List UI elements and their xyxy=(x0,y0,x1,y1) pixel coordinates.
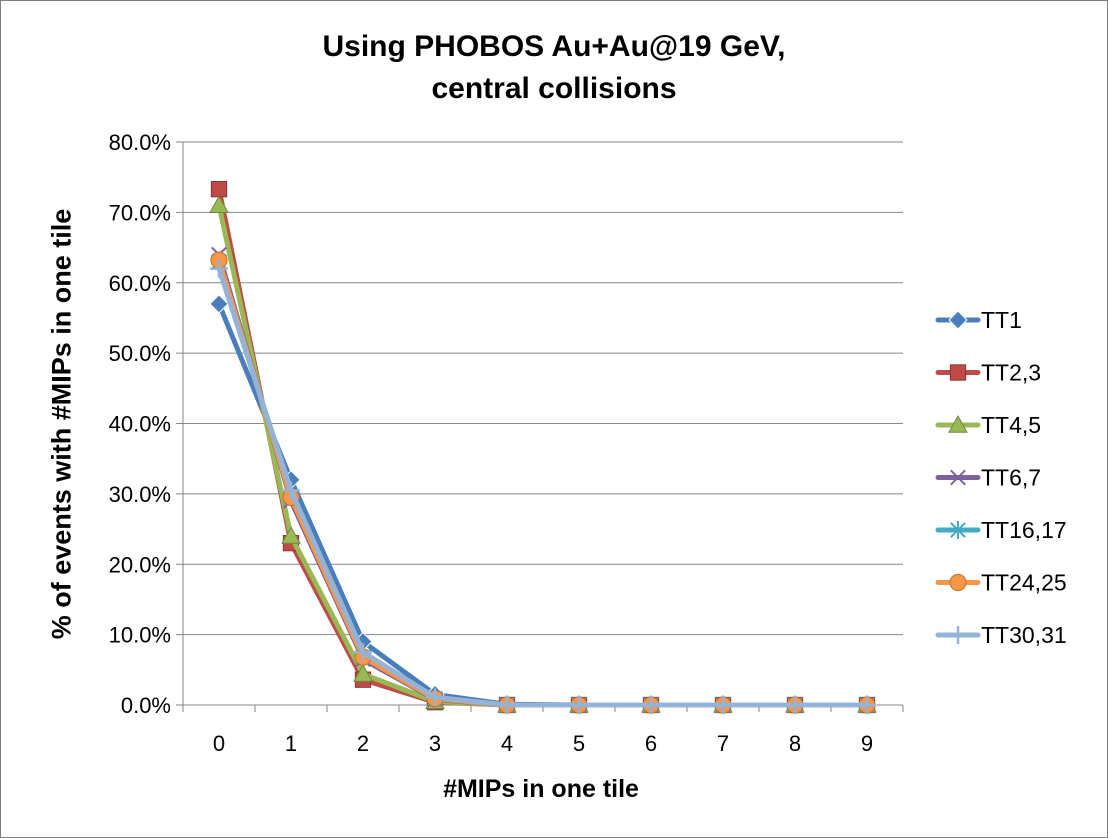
x-tick-label: 7 xyxy=(717,731,729,756)
x-tick-label: 2 xyxy=(357,731,369,756)
legend-marker xyxy=(948,310,968,330)
series-line-TT2,3 xyxy=(216,186,870,708)
y-tick-label: 80.0% xyxy=(109,130,171,155)
series-line-TT4,5 xyxy=(216,202,870,708)
series-line-TT24,25 xyxy=(216,257,870,708)
x-tick-label: 0 xyxy=(213,731,225,756)
data-point-TT30,31-x2 xyxy=(354,643,372,662)
legend-label: TT30,31 xyxy=(981,622,1067,648)
legend-entry-TT4,5: TT4,5 xyxy=(935,412,1041,438)
x-axis-label: #MIPs in one tile xyxy=(443,775,639,803)
data-point-TT30,31-x8 xyxy=(786,696,804,714)
legend-label: TT4,5 xyxy=(981,412,1041,438)
y-tick-label: 0.0% xyxy=(121,693,171,718)
series-line-TT1 xyxy=(216,301,870,708)
data-point-TT30,31-x4 xyxy=(498,696,516,714)
data-point-TT30,31-x1 xyxy=(282,481,300,500)
x-tick-label: 8 xyxy=(789,731,801,756)
legend-marker xyxy=(948,414,968,433)
x-tick-label: 5 xyxy=(573,731,585,756)
x-tick-label: 9 xyxy=(861,731,873,756)
y-tick-label: 20.0% xyxy=(109,552,171,577)
data-point-TT30,31-x9 xyxy=(858,696,876,714)
data-point-TT30,31-x6 xyxy=(642,696,660,714)
y-tick-label: 10.0% xyxy=(109,623,171,648)
data-point-TT30,31-x7 xyxy=(714,696,732,714)
legend-marker xyxy=(949,364,967,381)
legend-label: TT24,25 xyxy=(981,570,1067,596)
series-line-TT30,31 xyxy=(216,266,870,708)
x-tick-label: 4 xyxy=(501,731,513,756)
legend-entry-TT30,31: TT30,31 xyxy=(935,622,1067,648)
data-point-TT2,3-x0 xyxy=(210,181,228,198)
series-line-TT16,17 xyxy=(216,259,870,708)
legend-entry-TT6,7: TT6,7 xyxy=(935,465,1041,491)
legend-marker xyxy=(949,626,967,644)
legend-label: TT2,3 xyxy=(981,360,1041,386)
data-point-TT1-x0 xyxy=(209,294,229,314)
data-point-TT4,5-x1 xyxy=(281,526,301,544)
y-tick-label: 40.0% xyxy=(109,412,171,437)
y-tick-label: 50.0% xyxy=(109,341,171,366)
legend-label: TT16,17 xyxy=(981,517,1067,543)
data-point-TT4,5-x2 xyxy=(353,664,373,682)
legend-entry-TT24,25: TT24,25 xyxy=(935,570,1067,596)
chart-title-line-2: central collisions xyxy=(431,72,677,105)
legend-marker xyxy=(950,521,966,539)
data-point-TT30,31-x5 xyxy=(570,696,588,714)
legend-entry-TT2,3: TT2,3 xyxy=(935,360,1041,386)
series-line-TT6,7 xyxy=(216,252,870,708)
y-tick-label: 30.0% xyxy=(109,482,171,507)
legend-label: TT6,7 xyxy=(981,465,1041,491)
y-tick-label: 70.0% xyxy=(109,200,171,225)
data-point-TT4,5-x0 xyxy=(209,195,229,214)
x-tick-label: 1 xyxy=(285,731,297,756)
legend-marker xyxy=(949,573,967,592)
legend-entry-TT16,17: TT16,17 xyxy=(935,517,1067,543)
legend-entry-TT1: TT1 xyxy=(935,307,1022,333)
data-point-TT30,31-x0 xyxy=(210,259,228,278)
legend-marker xyxy=(950,469,966,486)
chart-title-line-1: Using PHOBOS Au+Au@19 GeV, xyxy=(322,30,786,63)
y-tick-label: 60.0% xyxy=(109,271,171,296)
legend-label: TT1 xyxy=(981,307,1022,333)
x-tick-label: 6 xyxy=(645,731,657,756)
data-point-TT30,31-x3 xyxy=(426,688,444,707)
x-tick-label: 3 xyxy=(429,731,441,756)
